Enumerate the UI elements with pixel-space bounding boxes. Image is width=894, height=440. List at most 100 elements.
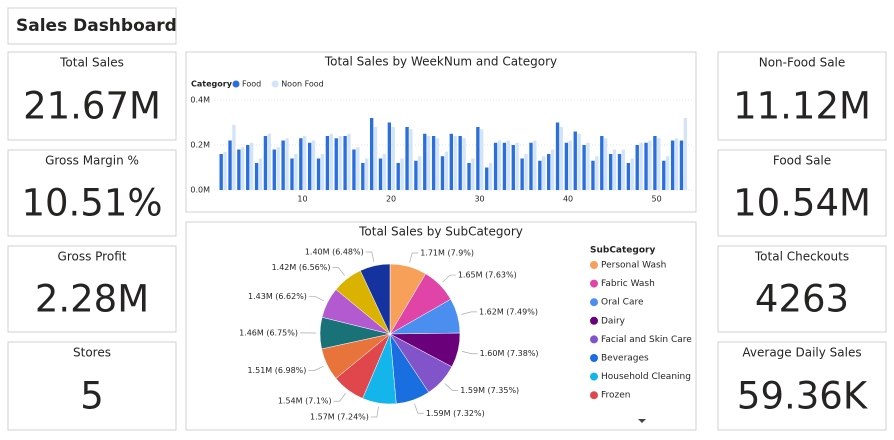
data-label: 1.43M (6.62%) — [248, 292, 307, 301]
bar — [400, 158, 404, 190]
kpi-value: 59.36K — [737, 375, 869, 418]
kpi-card — [717, 149, 887, 237]
bar — [369, 118, 374, 190]
bar — [263, 136, 268, 190]
kpi-label: Total Sales — [59, 56, 124, 70]
bar — [639, 142, 643, 190]
legend-label: Personal Wash — [601, 261, 666, 271]
kpi-value: 21.67M — [23, 85, 161, 128]
leader-line — [444, 383, 459, 391]
kpi-label: Average Daily Sales — [742, 346, 861, 360]
leader-line — [461, 311, 478, 315]
bar — [281, 140, 285, 190]
kpi-label: Stores — [73, 346, 111, 360]
legend-label: Beverages — [601, 354, 649, 364]
bar — [595, 156, 599, 190]
bar — [586, 142, 590, 190]
bar — [285, 138, 289, 190]
kpi-card — [717, 51, 887, 141]
bar — [591, 160, 595, 190]
bar — [542, 156, 546, 190]
leader-line — [442, 274, 456, 283]
bar — [506, 140, 510, 190]
kpi-label: Gross Profit — [58, 250, 127, 264]
legend-label: Frozen — [601, 391, 631, 401]
kpi-card — [7, 51, 177, 141]
bar — [497, 140, 502, 190]
bar — [515, 142, 519, 190]
bar — [582, 145, 586, 190]
data-label: 1.51M (6.98%) — [247, 366, 306, 375]
bar — [387, 122, 392, 190]
bar — [431, 136, 436, 190]
leader-line — [414, 403, 424, 414]
bar — [232, 124, 236, 190]
bar — [249, 142, 254, 190]
bar — [418, 156, 422, 190]
chart-title: Total Sales by WeekNum and Category — [324, 55, 557, 69]
bar — [577, 133, 581, 190]
legend-marker — [232, 80, 240, 88]
bar — [653, 136, 657, 190]
leader-line — [332, 267, 345, 276]
kpi-card — [7, 245, 177, 333]
dashboard-title: Sales Dashboard — [16, 16, 177, 36]
legend-label: Facial and Skin Care — [601, 335, 692, 345]
y-tick-label: 0.2M — [190, 141, 210, 150]
bar — [674, 138, 679, 190]
leader-line — [409, 252, 419, 263]
legend-label: Fabric Wash — [601, 279, 655, 289]
bar — [635, 145, 639, 190]
bar — [524, 154, 528, 190]
bar — [511, 145, 515, 190]
data-label: 1.57M (7.24%) — [310, 412, 369, 421]
bar — [453, 136, 457, 190]
legend-marker — [590, 261, 598, 269]
bar — [290, 158, 294, 190]
leader-line — [308, 365, 324, 371]
bar — [303, 136, 307, 190]
bar — [361, 163, 365, 190]
legend-marker — [590, 391, 598, 400]
bar — [329, 133, 333, 190]
data-label: 1.40M (6.48%) — [305, 248, 364, 257]
bar — [382, 154, 387, 190]
leader-line — [365, 251, 375, 262]
bar — [373, 127, 378, 190]
legend-marker — [271, 80, 279, 88]
kpi-card — [7, 341, 177, 431]
bar — [683, 118, 688, 190]
bar — [364, 158, 369, 190]
bar — [502, 142, 507, 190]
bar — [529, 142, 533, 190]
bar — [258, 158, 263, 190]
bar — [338, 136, 342, 190]
bar — [435, 138, 440, 190]
kpi-label: Non-Food Sale — [759, 56, 846, 70]
bar — [657, 138, 661, 190]
bar — [550, 149, 555, 190]
x-tick-label: 30 — [474, 195, 484, 204]
bar — [520, 158, 524, 190]
bar — [612, 149, 617, 190]
bar — [440, 156, 445, 190]
bar — [555, 122, 560, 190]
bar — [378, 158, 383, 190]
kpi-label: Total Checkouts — [754, 250, 849, 264]
legend-title: SubCategory — [590, 246, 655, 256]
bar — [573, 131, 577, 190]
data-label: 1.59M (7.32%) — [426, 409, 485, 418]
y-tick-label: 0.0M — [190, 186, 210, 195]
bar — [559, 127, 564, 190]
bar — [276, 147, 280, 190]
kpi-value: 10.51% — [21, 182, 162, 225]
legend-label: Noon Food — [281, 80, 324, 89]
legend-scroll-arrow[interactable] — [638, 419, 646, 423]
kpi-label: Food Sale — [773, 154, 831, 168]
x-tick-label: 50 — [651, 195, 661, 204]
bar — [325, 136, 330, 190]
data-label: 1.65M (7.63%) — [458, 271, 517, 280]
bar — [662, 160, 666, 190]
x-tick-label: 10 — [297, 195, 307, 204]
bar — [608, 154, 613, 190]
